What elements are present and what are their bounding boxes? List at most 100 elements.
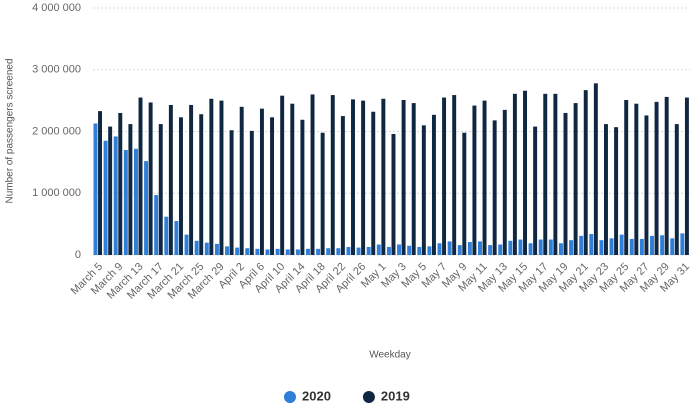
bar <box>619 234 624 255</box>
bar <box>437 243 442 255</box>
bar <box>447 241 452 255</box>
bar <box>204 242 209 255</box>
y-tick-label: 4 000 000 <box>32 2 81 14</box>
bar <box>219 100 224 255</box>
bar <box>133 148 138 255</box>
bar <box>670 238 675 255</box>
bar <box>482 100 487 255</box>
bar <box>407 245 412 255</box>
bar <box>457 245 462 255</box>
bar <box>563 112 568 255</box>
bar <box>270 117 275 255</box>
bar <box>462 132 467 255</box>
bar <box>579 235 584 255</box>
bar <box>305 248 310 255</box>
bar <box>401 100 406 255</box>
x-axis-label: Weekday <box>369 350 411 361</box>
y-axis-label: Number of passengers screened <box>5 58 16 203</box>
bar <box>295 249 300 255</box>
bar <box>684 97 689 255</box>
bar <box>614 127 619 255</box>
bar <box>214 243 219 255</box>
legend-marker <box>284 391 296 403</box>
bar <box>502 109 507 255</box>
bar <box>316 248 321 255</box>
bar <box>164 216 169 255</box>
bar <box>603 124 608 255</box>
bar <box>381 98 386 256</box>
bar <box>346 246 351 255</box>
bar <box>589 234 594 255</box>
bar <box>512 93 517 256</box>
bar <box>452 95 457 255</box>
bar <box>538 239 543 255</box>
bar <box>467 242 472 255</box>
bar <box>138 97 143 255</box>
bar <box>93 123 98 255</box>
legend-marker <box>362 391 375 403</box>
bar <box>634 103 639 256</box>
bar <box>498 244 503 255</box>
bar <box>523 90 527 256</box>
bar <box>123 150 128 255</box>
bar <box>98 111 103 255</box>
bar <box>235 247 240 255</box>
bar <box>249 130 254 255</box>
bar <box>609 238 614 255</box>
bar <box>650 235 654 255</box>
bar <box>599 240 604 255</box>
bar <box>168 104 173 255</box>
bar <box>421 125 426 255</box>
bar <box>674 124 679 255</box>
bar <box>548 239 553 255</box>
bar <box>351 99 355 255</box>
bar <box>189 104 194 255</box>
bar <box>644 115 649 255</box>
y-tick-label: 3 000 000 <box>32 64 81 76</box>
bar <box>593 83 598 256</box>
bar <box>361 100 366 255</box>
bar <box>113 136 118 255</box>
bar <box>245 248 250 255</box>
bar <box>199 114 204 256</box>
bar <box>255 248 260 255</box>
bar <box>558 243 563 255</box>
bar <box>194 240 199 255</box>
bar <box>174 221 179 255</box>
bar <box>417 246 422 255</box>
bar <box>660 235 665 255</box>
bar <box>336 248 341 255</box>
bar <box>285 249 290 255</box>
bar <box>664 96 669 255</box>
bar <box>103 140 108 255</box>
bar <box>442 97 447 255</box>
bar <box>225 246 230 255</box>
legend-label: 2020 <box>302 388 331 403</box>
bar <box>492 120 497 255</box>
bar <box>209 98 214 256</box>
bar <box>488 245 493 255</box>
bar <box>573 103 578 255</box>
bar <box>518 239 523 255</box>
bar <box>259 108 264 255</box>
bar <box>148 102 153 255</box>
bar <box>239 106 244 255</box>
bar <box>326 248 331 255</box>
bar <box>528 243 533 255</box>
bar <box>340 116 345 255</box>
y-tick-label: 2 000 000 <box>32 125 81 137</box>
bar <box>154 195 159 255</box>
bar <box>569 240 574 255</box>
bar <box>300 119 305 255</box>
bar <box>229 130 234 255</box>
bar <box>128 124 133 255</box>
bar <box>275 248 280 255</box>
bar <box>629 238 634 255</box>
legend-label: 2019 <box>381 388 410 403</box>
bar <box>583 90 588 255</box>
bar <box>118 112 123 255</box>
bar <box>376 244 381 255</box>
bar <box>371 111 376 256</box>
bar <box>411 103 416 255</box>
